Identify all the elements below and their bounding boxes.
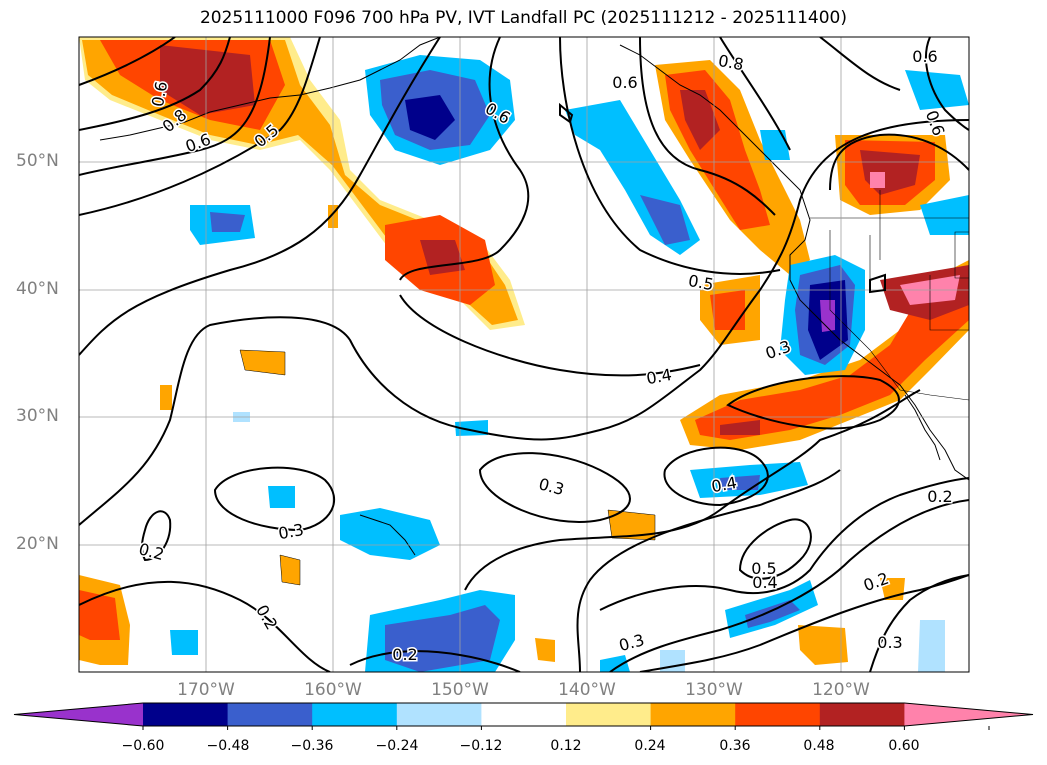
lon-label: 140°W [558, 680, 616, 700]
colorbar-swatch [227, 703, 313, 726]
colorbar-extension-max [904, 703, 1033, 726]
colorbar-tick: 0.36 [719, 738, 751, 754]
contour-label: 0.6 [912, 47, 937, 66]
lon-label: 120°W [812, 680, 870, 700]
colorbar-tick: −0.60 [121, 738, 165, 754]
lat-label: 30°N [16, 406, 59, 426]
colorbar-swatch [143, 703, 229, 726]
colorbar-tick: 0.48 [803, 738, 835, 754]
colorbar-tick: 0.24 [634, 738, 666, 754]
lon-label: 170°W [177, 680, 235, 700]
colorbar-swatch [312, 703, 398, 726]
map-title: 2025111000 F096 700 hPa PV, IVT Landfall… [199, 8, 847, 28]
colorbar-extension-min [14, 703, 143, 726]
lon-label: 130°W [685, 680, 743, 700]
colorbar-tick: 0.60 [888, 738, 920, 754]
colorbar-tick: −0.48 [206, 738, 250, 754]
positive-anomaly-shading [79, 37, 969, 665]
pv-contours [79, 37, 969, 672]
colorbar-swatch [396, 703, 482, 726]
contour-label: 0.2 [927, 487, 952, 506]
colorbar-tick: 0.12 [550, 738, 582, 754]
contour-label: 0.6 [612, 73, 637, 92]
lon-label: 150°W [431, 680, 489, 700]
contour-label: 0.8 [717, 51, 745, 74]
colorbar-swatch [650, 703, 736, 726]
contour-label: 0.4 [752, 573, 777, 592]
contour-label: 0.3 [277, 520, 305, 543]
map-frame [78, 36, 970, 673]
colorbar-swatch [566, 703, 652, 726]
colorbar-tick: −0.36 [290, 738, 334, 754]
colorbar-tick: −0.12 [459, 738, 503, 754]
lat-label: 20°N [16, 534, 59, 554]
contour-label: 0.3 [877, 633, 902, 652]
contour-label: 0.2 [392, 645, 417, 664]
borders [810, 190, 969, 401]
contour-label: 0.5 [751, 559, 776, 578]
coastlines [99, 37, 969, 556]
colorbar-swatch [481, 703, 567, 726]
colorbar [13, 702, 1034, 730]
map-area: 0.60.80.6 0.50.80.60.60.60.50.40.30.3 0.40… [79, 37, 969, 672]
colorbar-swatch [819, 703, 905, 726]
lon-label: 160°W [304, 680, 362, 700]
lat-label: 40°N [16, 279, 59, 299]
colorbar-swatch [735, 703, 821, 726]
negative-anomaly-shading [170, 55, 969, 672]
shading-outlines [239, 349, 656, 586]
colorbar-tick: −0.24 [375, 738, 419, 754]
lat-label: 50°N [16, 151, 59, 171]
